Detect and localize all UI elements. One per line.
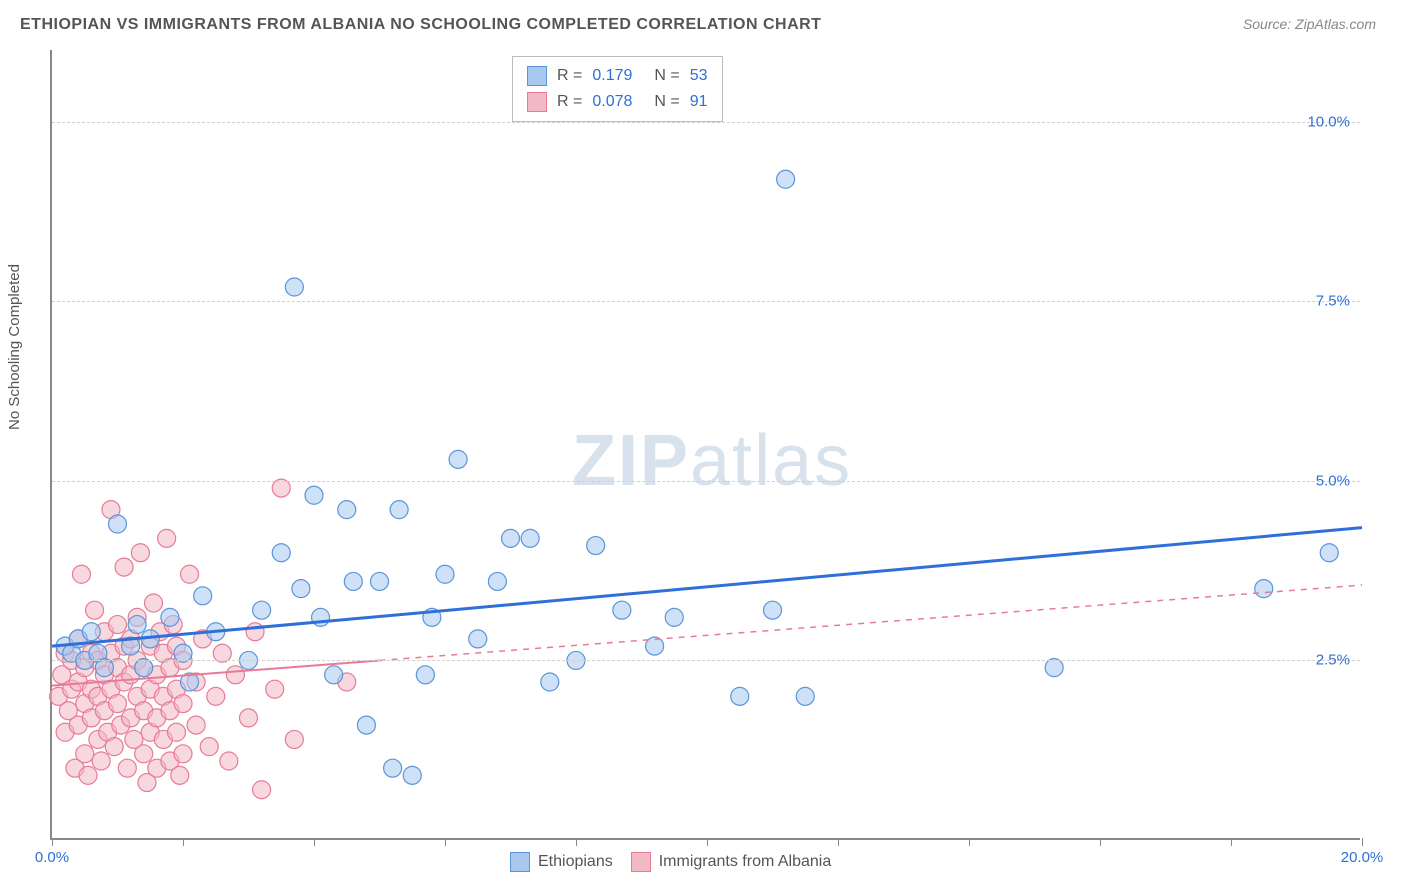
scatter-svg (52, 50, 1360, 838)
x-tick-label: 0.0% (35, 849, 69, 866)
data-point (613, 601, 631, 619)
y-axis-label: No Schooling Completed (6, 264, 23, 430)
data-point (403, 766, 421, 784)
data-point (325, 666, 343, 684)
data-point (449, 450, 467, 468)
x-tick (445, 838, 446, 846)
x-tick (52, 838, 53, 846)
data-point (246, 623, 264, 641)
data-point (488, 572, 506, 590)
data-point (72, 565, 90, 583)
data-point (502, 529, 520, 547)
data-point (79, 766, 97, 784)
data-point (174, 695, 192, 713)
data-point (521, 529, 539, 547)
y-tick-label: 2.5% (1316, 652, 1350, 669)
data-point (344, 572, 362, 590)
data-point (416, 666, 434, 684)
trend-line-dashed (380, 585, 1363, 660)
data-point (194, 587, 212, 605)
data-point (200, 738, 218, 756)
source-label: Source: ZipAtlas.com (1243, 16, 1376, 32)
data-point (105, 738, 123, 756)
swatch-albania (631, 852, 651, 872)
data-point (357, 716, 375, 734)
data-point (135, 745, 153, 763)
legend-label-ethiopians: Ethiopians (538, 853, 613, 871)
data-point (371, 572, 389, 590)
x-tick (1362, 838, 1363, 846)
data-point (292, 580, 310, 598)
data-point (187, 716, 205, 734)
x-tick (314, 838, 315, 846)
y-tick-label: 10.0% (1307, 113, 1350, 130)
data-point (109, 695, 127, 713)
data-point (181, 565, 199, 583)
data-point (145, 594, 163, 612)
x-tick (969, 838, 970, 846)
data-point (171, 766, 189, 784)
plot-area: ZIPatlas R = 0.179 N = 53 R = 0.078 N = … (50, 50, 1360, 840)
data-point (158, 529, 176, 547)
legend-label-albania: Immigrants from Albania (659, 853, 832, 871)
legend-item-ethiopians: Ethiopians (510, 852, 613, 872)
data-point (587, 537, 605, 555)
y-tick-label: 7.5% (1316, 293, 1350, 310)
data-point (777, 170, 795, 188)
bottom-legend: Ethiopians Immigrants from Albania (510, 852, 831, 872)
x-tick (1231, 838, 1232, 846)
data-point (161, 608, 179, 626)
chart-title: ETHIOPIAN VS IMMIGRANTS FROM ALBANIA NO … (20, 16, 821, 34)
data-point (338, 501, 356, 519)
grid-line (52, 481, 1360, 482)
data-point (174, 745, 192, 763)
grid-line (52, 122, 1360, 123)
data-point (272, 544, 290, 562)
data-point (226, 666, 244, 684)
data-point (118, 759, 136, 777)
data-point (86, 601, 104, 619)
data-point (109, 616, 127, 634)
data-point (305, 486, 323, 504)
data-point (436, 565, 454, 583)
grid-line (52, 660, 1360, 661)
data-point (115, 558, 133, 576)
legend-item-albania: Immigrants from Albania (631, 852, 832, 872)
grid-line (52, 301, 1360, 302)
data-point (390, 501, 408, 519)
x-tick (576, 838, 577, 846)
data-point (253, 601, 271, 619)
data-point (92, 752, 110, 770)
x-tick (707, 838, 708, 846)
swatch-ethiopians (510, 852, 530, 872)
data-point (1255, 580, 1273, 598)
data-point (253, 781, 271, 799)
data-point (266, 680, 284, 698)
data-point (285, 278, 303, 296)
data-point (167, 723, 185, 741)
data-point (240, 709, 258, 727)
data-point (541, 673, 559, 691)
data-point (731, 687, 749, 705)
data-point (384, 759, 402, 777)
trend-line (52, 528, 1362, 646)
data-point (764, 601, 782, 619)
data-point (220, 752, 238, 770)
data-point (285, 730, 303, 748)
x-tick-label: 20.0% (1341, 849, 1384, 866)
data-point (76, 745, 94, 763)
data-point (128, 616, 146, 634)
data-point (665, 608, 683, 626)
x-tick (183, 838, 184, 846)
data-point (82, 623, 100, 641)
data-point (469, 630, 487, 648)
data-point (131, 544, 149, 562)
x-tick (1100, 838, 1101, 846)
y-tick-label: 5.0% (1316, 472, 1350, 489)
data-point (109, 515, 127, 533)
x-tick (838, 838, 839, 846)
data-point (796, 687, 814, 705)
data-point (1320, 544, 1338, 562)
data-point (207, 687, 225, 705)
